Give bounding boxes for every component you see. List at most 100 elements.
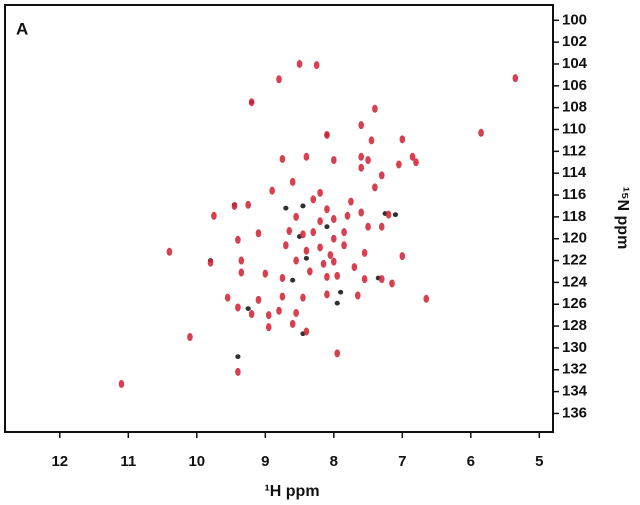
peak [372, 183, 378, 192]
peak [300, 203, 306, 209]
peak [231, 201, 238, 210]
x-tick-label: 10 [188, 453, 205, 470]
peak [276, 306, 282, 315]
peak [331, 257, 337, 266]
peak [324, 205, 330, 214]
peak [478, 128, 484, 137]
peak [334, 349, 341, 358]
panel-label: A [16, 19, 28, 38]
peak [354, 291, 361, 300]
x-tick-label: 5 [535, 453, 543, 470]
peak [235, 367, 241, 376]
peak [348, 197, 354, 206]
peak [300, 230, 306, 239]
peak [235, 354, 241, 360]
peak [265, 311, 272, 320]
y-tick-label: 132 [562, 361, 587, 378]
y-axis-label: ¹⁵N ppm [614, 187, 631, 250]
y-tick-label: 120 [562, 230, 587, 247]
peak [279, 154, 286, 163]
x-tick-label: 6 [467, 453, 475, 470]
peak [399, 252, 406, 261]
peak [303, 255, 309, 261]
peak [255, 229, 262, 238]
peak [265, 323, 272, 332]
peak [290, 277, 296, 283]
peak [276, 75, 282, 84]
y-tick-label: 118 [562, 208, 586, 225]
peak [279, 292, 286, 301]
peak [320, 259, 327, 268]
peak [317, 188, 323, 197]
x-tick-label: 8 [330, 453, 338, 470]
peak [396, 160, 402, 169]
y-tick-label: 112 [562, 142, 586, 159]
y-tick-label: 106 [562, 77, 587, 94]
x-tick-label: 7 [398, 453, 406, 470]
peak [365, 156, 371, 165]
peak [207, 258, 214, 267]
peak [248, 310, 255, 319]
peak [341, 241, 347, 250]
peak [310, 195, 317, 204]
peak [399, 135, 406, 144]
peak [358, 121, 365, 130]
peak [358, 152, 365, 161]
y-tick-label: 128 [562, 317, 587, 334]
peak [512, 74, 519, 83]
peak [283, 241, 289, 250]
peak [248, 98, 255, 107]
peak [238, 268, 245, 277]
peak [338, 289, 344, 295]
peak [255, 295, 262, 304]
y-tick-label: 136 [562, 404, 587, 421]
peak [413, 158, 419, 167]
peak [409, 152, 416, 161]
peak [293, 212, 299, 221]
y-tick-label: 134 [562, 383, 588, 400]
peak [392, 212, 399, 218]
peak [289, 319, 296, 328]
plot-frame [4, 4, 554, 433]
peak [313, 61, 320, 70]
peak [303, 152, 310, 161]
peak [358, 208, 365, 217]
y-tick-label: 122 [562, 252, 587, 269]
peak [358, 163, 365, 172]
peak [361, 248, 368, 257]
peak [286, 227, 293, 236]
peak [334, 271, 341, 280]
peak [238, 256, 245, 265]
peak [331, 215, 337, 224]
peak [389, 279, 395, 288]
peak [293, 308, 299, 317]
y-tick-label: 108 [562, 99, 587, 116]
y-tick-label: 100 [562, 11, 587, 28]
peak [361, 275, 368, 284]
peak [372, 104, 378, 113]
peak [327, 251, 334, 260]
peak [303, 246, 310, 255]
peak [224, 293, 231, 302]
y-tick-label: 102 [562, 33, 587, 50]
peak [324, 130, 330, 139]
peak [324, 290, 330, 299]
x-tick-label: 11 [120, 453, 136, 470]
peak [245, 306, 251, 311]
peak [187, 332, 193, 341]
x-tick-label: 12 [51, 453, 68, 470]
peak [118, 379, 125, 388]
x-tick-label: 9 [261, 453, 269, 470]
y-tick-label: 114 [562, 164, 587, 181]
y-tick-label: 126 [562, 295, 587, 312]
peak [310, 228, 317, 237]
peak [283, 205, 289, 211]
peak [303, 327, 310, 336]
peak [317, 217, 323, 226]
y-tick-label: 124 [562, 273, 588, 290]
peak [296, 59, 303, 68]
peak [423, 294, 430, 303]
y-tick-label: 116 [562, 186, 586, 203]
peak [351, 263, 358, 272]
